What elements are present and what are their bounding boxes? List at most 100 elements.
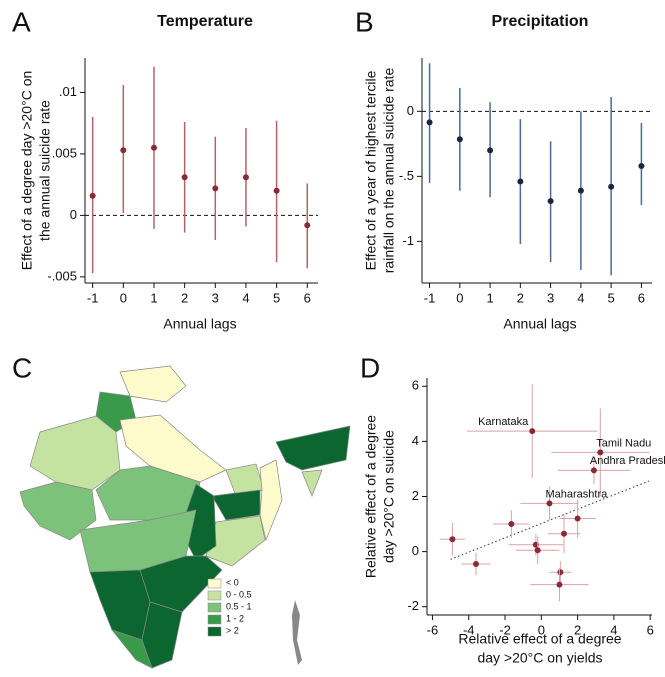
point xyxy=(557,569,564,576)
legend-label: 0.5 - 1 xyxy=(226,601,252,611)
point xyxy=(89,192,96,199)
map-region xyxy=(275,425,351,471)
panel-label: B xyxy=(355,6,374,37)
point xyxy=(556,581,563,588)
legend-swatch xyxy=(207,626,222,637)
point xyxy=(597,449,604,456)
y-tick-label: 6 xyxy=(412,378,419,393)
point xyxy=(426,119,433,126)
x-tick-label: 2 xyxy=(181,290,188,305)
point xyxy=(212,185,219,192)
x-tick-label: -6 xyxy=(427,622,439,637)
y-tick-label: 0 xyxy=(412,543,419,558)
legend-label: 1 - 2 xyxy=(226,613,244,623)
point-label: Karnataka xyxy=(478,416,529,428)
point xyxy=(546,500,553,507)
point xyxy=(472,561,479,568)
map-region xyxy=(119,414,227,483)
legend-swatch xyxy=(207,590,222,601)
x-tick-label: 2 xyxy=(517,290,524,305)
legend-swatch xyxy=(207,602,222,613)
map-region xyxy=(110,629,153,669)
point xyxy=(242,174,249,181)
legend-label: 0 - 0.5 xyxy=(226,589,252,599)
panel-label: A xyxy=(12,6,31,37)
panel-label: D xyxy=(360,352,380,383)
point-label: Andhra Pradesh xyxy=(590,455,665,467)
x-tick-label: 4 xyxy=(577,290,584,305)
x-tick-label: 5 xyxy=(608,290,615,305)
map-region xyxy=(119,365,187,403)
point xyxy=(638,162,645,169)
x-axis-label: Annual lags xyxy=(163,316,236,332)
chart-title: Temperature xyxy=(157,13,253,30)
x-tick-label: 1 xyxy=(150,290,157,305)
x-tick-label: 2 xyxy=(574,622,581,637)
point xyxy=(547,198,554,205)
point-label: Tamil Nadu xyxy=(596,437,651,449)
y-tick-label: -.005 xyxy=(47,268,77,283)
x-tick-label: 0 xyxy=(456,290,463,305)
y-tick-label: .005 xyxy=(52,145,77,160)
x-tick-label: 0 xyxy=(120,290,127,305)
y-axis-label: rainfall on the annual suicide rate xyxy=(381,68,397,274)
x-tick-label: 5 xyxy=(273,290,280,305)
point xyxy=(456,136,463,143)
y-tick-label: -2 xyxy=(407,598,419,613)
point xyxy=(449,536,456,543)
map-region xyxy=(89,569,151,641)
point xyxy=(608,183,615,190)
x-tick-label: 4 xyxy=(610,622,617,637)
y-tick-label: 4 xyxy=(412,433,419,448)
point-label: Maharashtra xyxy=(545,488,608,500)
point xyxy=(529,428,536,435)
panel-label: C xyxy=(12,352,32,383)
x-tick-label: 6 xyxy=(647,622,654,637)
point xyxy=(517,178,524,185)
y-tick-label: 0 xyxy=(70,207,77,222)
islands xyxy=(292,600,302,665)
y-tick-label: .01 xyxy=(59,84,77,99)
x-tick-label: 0 xyxy=(538,622,545,637)
point xyxy=(273,187,280,194)
y-tick-label: -.5 xyxy=(399,168,414,183)
map-region xyxy=(301,469,323,497)
x-tick-label: -1 xyxy=(424,290,436,305)
legend-label: < 0 xyxy=(226,577,239,587)
point xyxy=(577,187,584,194)
y-axis-label: the annual suicide rate xyxy=(37,100,53,241)
point xyxy=(150,144,157,151)
point xyxy=(120,147,127,154)
chart-title: Precipitation xyxy=(492,13,589,30)
x-tick-label: 6 xyxy=(638,290,645,305)
map-region xyxy=(259,459,283,542)
y-tick-label: 0 xyxy=(407,103,414,118)
y-axis-label: Relative effect of a degree xyxy=(363,415,379,578)
point xyxy=(560,530,567,537)
y-tick-label: -1 xyxy=(402,233,414,248)
point xyxy=(508,521,515,528)
legend-swatch xyxy=(207,614,222,625)
y-axis-label: day >20°C on suicide xyxy=(381,430,397,563)
legend-label: > 2 xyxy=(226,625,239,635)
x-axis-label: Relative effect of a degree xyxy=(458,631,621,647)
x-axis-label: day >20°C on yields xyxy=(477,650,602,666)
y-axis-label: Effect of a year of highest tercile xyxy=(363,70,379,270)
x-tick-label: 1 xyxy=(486,290,493,305)
x-tick-label: 3 xyxy=(212,290,219,305)
x-tick-label: 4 xyxy=(242,290,249,305)
x-tick-label: 6 xyxy=(304,290,311,305)
x-tick-label: -4 xyxy=(463,622,475,637)
x-tick-label: -2 xyxy=(499,622,511,637)
x-tick-label: -1 xyxy=(87,290,99,305)
point xyxy=(487,147,494,154)
point xyxy=(304,222,311,229)
point xyxy=(574,515,581,522)
map-region xyxy=(211,489,261,521)
point xyxy=(181,174,188,181)
x-axis-label: Annual lags xyxy=(503,316,576,332)
point xyxy=(590,467,597,474)
legend-swatch xyxy=(207,578,222,589)
map-region xyxy=(29,415,121,491)
